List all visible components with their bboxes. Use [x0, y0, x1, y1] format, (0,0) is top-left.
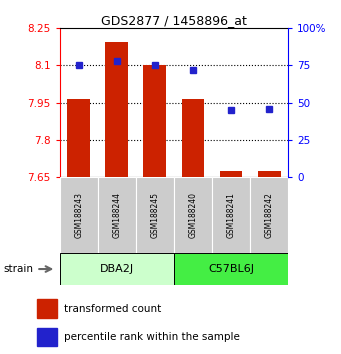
Bar — [37, 328, 57, 346]
Text: GSM188244: GSM188244 — [112, 192, 121, 238]
Bar — [144, 65, 166, 177]
Text: GSM188241: GSM188241 — [226, 192, 236, 238]
Bar — [220, 171, 242, 177]
Bar — [212, 177, 250, 253]
Text: percentile rank within the sample: percentile rank within the sample — [64, 332, 240, 342]
Bar — [174, 177, 212, 253]
Text: transformed count: transformed count — [64, 303, 161, 314]
Text: GSM188243: GSM188243 — [74, 192, 83, 238]
Text: GSM188242: GSM188242 — [265, 192, 273, 238]
Bar — [174, 253, 288, 285]
Text: C57BL6J: C57BL6J — [208, 264, 254, 274]
Bar — [60, 253, 174, 285]
Bar — [250, 177, 288, 253]
Bar — [67, 99, 90, 177]
Text: GSM188240: GSM188240 — [189, 192, 197, 238]
Bar — [258, 171, 281, 177]
Bar — [37, 299, 57, 318]
Title: GDS2877 / 1458896_at: GDS2877 / 1458896_at — [101, 14, 247, 27]
Bar — [98, 177, 136, 253]
Bar — [105, 42, 128, 177]
Bar — [181, 99, 204, 177]
Bar — [60, 177, 98, 253]
Bar — [136, 177, 174, 253]
Text: GSM188245: GSM188245 — [150, 192, 159, 238]
Text: strain: strain — [3, 264, 33, 274]
Text: DBA2J: DBA2J — [100, 264, 134, 274]
